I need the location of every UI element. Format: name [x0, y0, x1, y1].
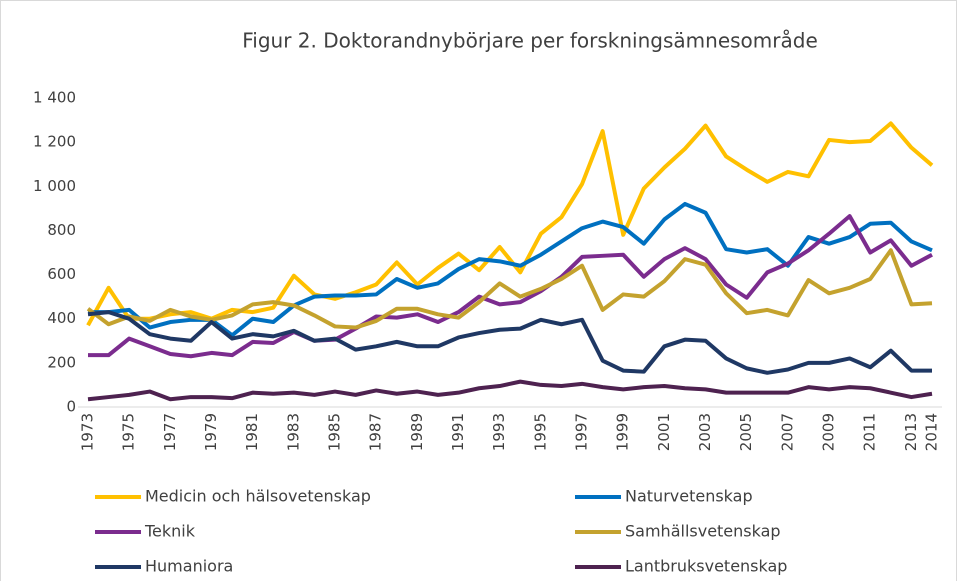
legend-label: Naturvetenskap	[625, 487, 753, 506]
series-line	[87, 310, 932, 375]
legend-label: Humaniora	[145, 557, 233, 576]
x-tick-label: 1973	[79, 413, 97, 451]
legend-label: Samhällsvetenskap	[625, 522, 781, 541]
series-line	[88, 214, 933, 359]
legend-label: Teknik	[144, 522, 196, 541]
x-tick-label: 1991	[449, 413, 467, 451]
legend-label: Lantbruksvetenskap	[625, 557, 787, 576]
x-tick-label: 1993	[490, 413, 508, 451]
x-tick-label: 1981	[243, 413, 261, 451]
series-line	[86, 121, 934, 327]
x-tick-label: 1999	[614, 413, 632, 451]
series-line	[87, 379, 933, 402]
x-tick-label: 2001	[655, 413, 673, 451]
chart-title: Figur 2. Doktorandnybörjare per forsknin…	[242, 29, 818, 53]
x-tick-label: 1987	[367, 413, 385, 451]
y-tick-label: 0	[66, 398, 76, 416]
x-tick-label: 1985	[326, 413, 344, 451]
series-line	[86, 248, 933, 330]
y-tick-label: 400	[47, 309, 76, 327]
x-tick-label: 1979	[202, 413, 220, 451]
y-tick-label: 1 000	[33, 177, 76, 195]
y-tick-label: 800	[47, 221, 76, 239]
x-tick-label: 2003	[696, 413, 714, 451]
x-tick-label: 2011	[861, 413, 879, 451]
x-tick-label: 1983	[284, 413, 302, 451]
x-tick-label: 2013	[902, 413, 920, 451]
x-tick-label: 2007	[778, 413, 796, 451]
x-tick-label: 1975	[120, 413, 138, 451]
x-tick-label: 1989	[408, 413, 426, 451]
x-tick-label: 2014	[923, 413, 941, 451]
y-tick-label: 200	[47, 353, 76, 371]
y-tick-label: 1 400	[33, 89, 76, 107]
x-tick-label: 1977	[161, 413, 179, 451]
x-tick-label: 2009	[820, 413, 838, 451]
x-tick-label: 1997	[573, 413, 591, 451]
legend-label: Medicin och hälsovetenskap	[145, 487, 371, 506]
x-tick-label: 2005	[737, 413, 755, 451]
y-tick-label: 600	[47, 265, 76, 283]
x-tick-label: 1995	[531, 413, 549, 451]
y-tick-label: 1 200	[33, 133, 76, 151]
